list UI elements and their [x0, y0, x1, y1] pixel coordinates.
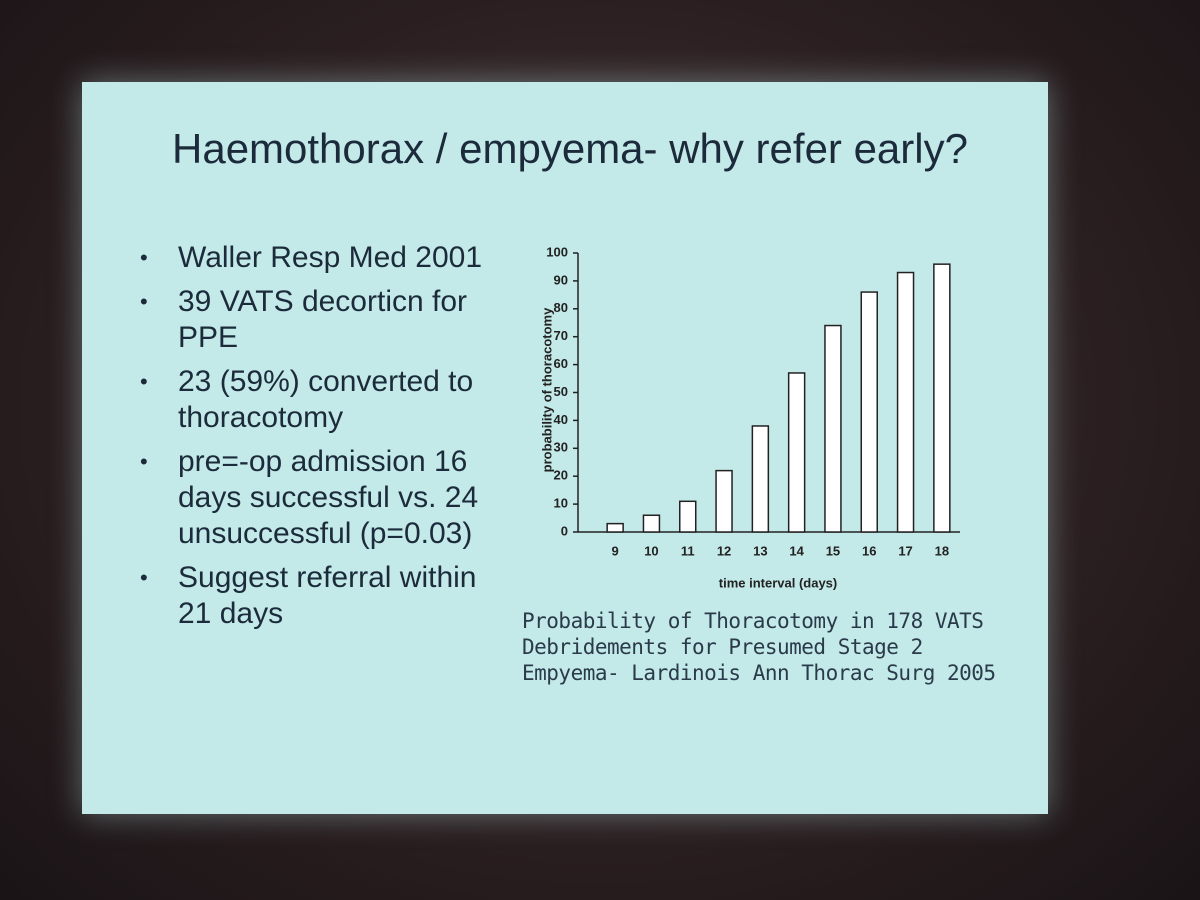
- y-tick-label: 30: [554, 440, 568, 455]
- y-tick-label: 60: [554, 356, 568, 371]
- y-tick-label: 40: [554, 412, 568, 427]
- x-tick-label: 12: [717, 543, 731, 558]
- y-tick-label: 90: [554, 272, 568, 287]
- bar: [606, 522, 624, 533]
- y-axis-label: probability of thoracotomy: [539, 307, 554, 472]
- y-tick-label: 100: [546, 244, 568, 259]
- x-tick-label: 13: [753, 543, 767, 558]
- bullet: pre=-op admission 16 days successful vs.…: [140, 444, 500, 552]
- bullet: Suggest referral within 21 days: [140, 560, 500, 632]
- bar: [715, 469, 733, 533]
- x-tick-label: 9: [612, 543, 619, 558]
- y-tick-label: 80: [554, 300, 568, 315]
- bar: [824, 324, 842, 533]
- y-tick-label: 70: [554, 328, 568, 343]
- x-tick-label: 11: [681, 543, 695, 558]
- bar: [787, 372, 806, 533]
- bullet: 23 (59%) converted to thoracotomy: [140, 364, 500, 436]
- bullet: Waller Resp Med 2001: [140, 240, 500, 276]
- y-tick-label: 0: [561, 523, 568, 538]
- y-tick-label: 50: [554, 384, 568, 399]
- x-tick-label: 15: [826, 543, 840, 558]
- slide-title: Haemothorax / empyema- why refer early?: [172, 125, 968, 172]
- x-axis-label: time interval (days): [719, 575, 838, 590]
- bar: [679, 500, 697, 533]
- x-tick-label: 10: [644, 543, 658, 558]
- bar: [860, 291, 878, 533]
- x-tick-label: 18: [935, 543, 949, 558]
- chart-caption: Probability of Thoracotomy in 178 VATS D…: [522, 609, 996, 685]
- bar: [642, 514, 661, 533]
- y-tick-label: 20: [554, 468, 568, 483]
- y-tick-label: 10: [554, 496, 568, 511]
- x-tick-label: 17: [898, 543, 912, 558]
- x-tick-label: 16: [862, 543, 876, 558]
- bar: [751, 425, 770, 533]
- x-tick-label: 14: [789, 543, 804, 558]
- bar: [896, 271, 915, 533]
- bar: [933, 263, 951, 533]
- bullet: 39 VATS decorticn for PPE: [140, 284, 500, 356]
- bullet-list: Waller Resp Med 2001 39 VATS decorticn fo…: [140, 240, 500, 640]
